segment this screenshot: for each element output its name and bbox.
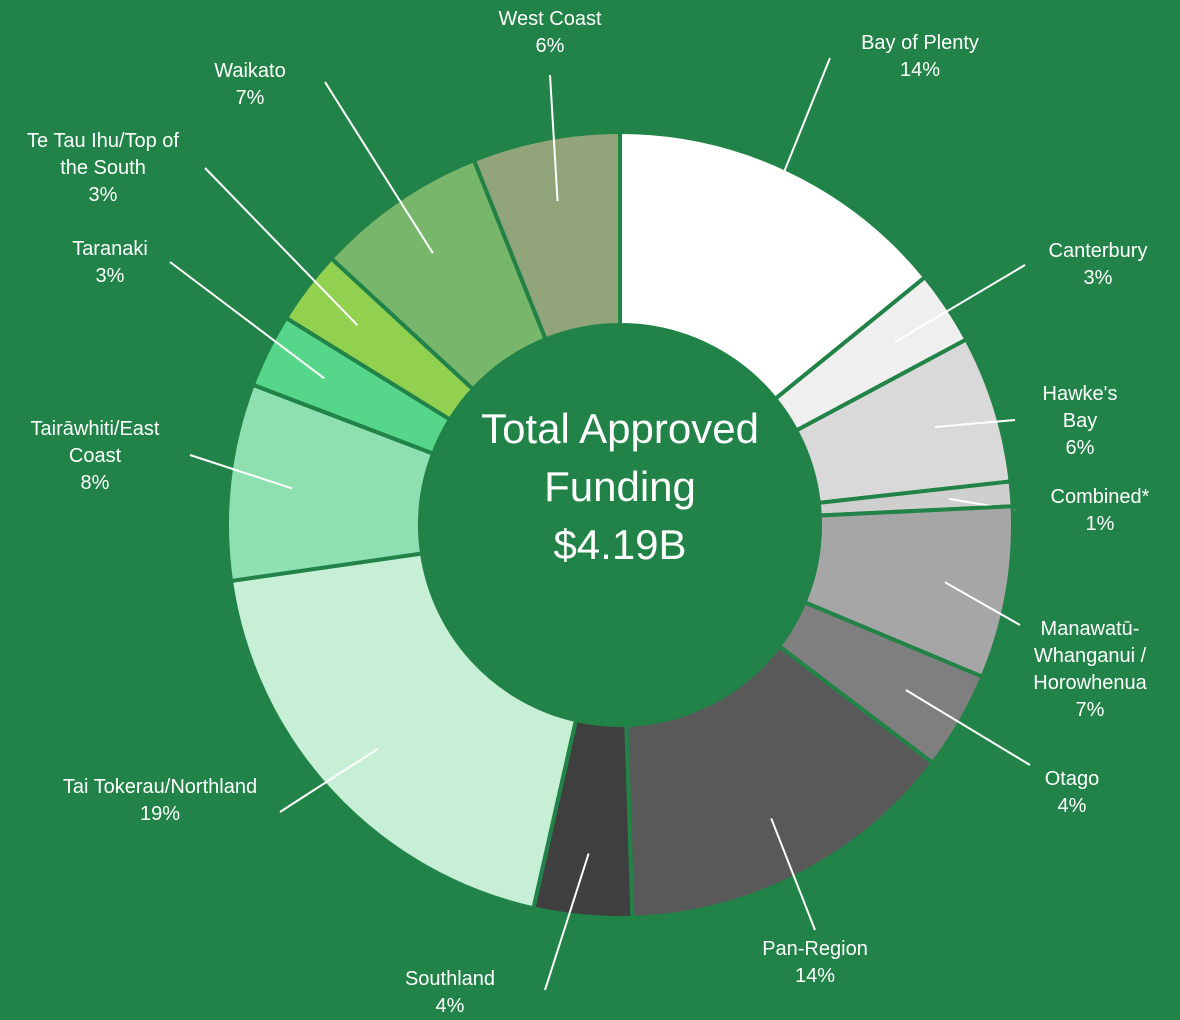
leader-line <box>324 81 434 254</box>
slice-label: Canterbury 3% <box>1028 238 1168 292</box>
category: Southland <box>404 968 496 990</box>
leader-line <box>770 817 816 931</box>
leader-line <box>549 74 559 202</box>
category: Tairāwhiti/East Coast <box>30 418 160 467</box>
value-label: 19% <box>139 803 181 825</box>
category: Waikato <box>214 60 286 82</box>
category: West Coast <box>498 8 602 30</box>
slice-label: Manawatū-Whanganui / Horowhenua 7% <box>1020 616 1160 724</box>
value-label: 14% <box>794 965 836 987</box>
category: Bay of Plenty <box>861 32 979 54</box>
value-label: 6% <box>535 35 565 57</box>
category: Otago <box>1044 768 1100 790</box>
value-label: 3% <box>1083 267 1113 289</box>
value-label: 1% <box>1085 513 1115 535</box>
value-label: 4% <box>1057 795 1087 817</box>
leader-line <box>279 748 379 813</box>
leader-line <box>760 57 831 228</box>
value-label: 4% <box>435 995 465 1017</box>
value-label: 3% <box>95 265 125 287</box>
slice-label: Southland 4% <box>380 966 520 1020</box>
slice-label: West Coast 6% <box>470 6 630 60</box>
center-text: Total Approved Funding $4.19B <box>470 400 770 574</box>
leader-line <box>944 581 1021 626</box>
slice-label: Pan-Region 14% <box>735 936 895 990</box>
value-label: 6% <box>1065 437 1095 459</box>
slice-label: Te Tau Ihu/Top of the South 3% <box>13 128 193 209</box>
category: Te Tau Ihu/Top of the South <box>27 130 179 179</box>
value-label: 7% <box>235 87 265 109</box>
slice-label: Tai Tokerau/Northland 19% <box>55 774 265 828</box>
leader-line <box>894 264 1026 344</box>
center-value: $4.19B <box>553 521 687 568</box>
category: Tai Tokerau/Northland <box>62 776 258 798</box>
category: Combined* <box>1050 486 1150 508</box>
leader-line <box>189 454 293 490</box>
value-label: 7% <box>1075 699 1105 721</box>
category: Canterbury <box>1048 240 1148 262</box>
category: Pan-Region <box>762 938 868 960</box>
leader-line <box>169 261 325 380</box>
leader-line <box>544 853 590 991</box>
slice-label: Taranaki 3% <box>40 236 180 290</box>
category: Taranaki <box>72 238 148 260</box>
leader-line <box>905 689 1031 766</box>
leader-line <box>935 419 1016 429</box>
value-label: 14% <box>899 59 941 81</box>
value-label: 3% <box>88 184 118 206</box>
center-label: Total Approved Funding <box>481 405 759 510</box>
center-hole <box>420 325 820 725</box>
slice-label: Combined* 1% <box>1030 484 1170 538</box>
slice-label: Waikato 7% <box>190 58 310 112</box>
slice-label: Hawke's Bay 6% <box>1035 381 1125 462</box>
slice-label: Otago 4% <box>1022 766 1122 820</box>
slice-label: Bay of Plenty 14% <box>820 30 1020 84</box>
value-label: 8% <box>80 472 110 494</box>
category: Manawatū-Whanganui / Horowhenua <box>1033 618 1147 694</box>
leader-line <box>204 167 359 326</box>
slice-label: Tairāwhiti/East Coast 8% <box>10 416 180 497</box>
category: Hawke's Bay <box>1042 383 1118 432</box>
